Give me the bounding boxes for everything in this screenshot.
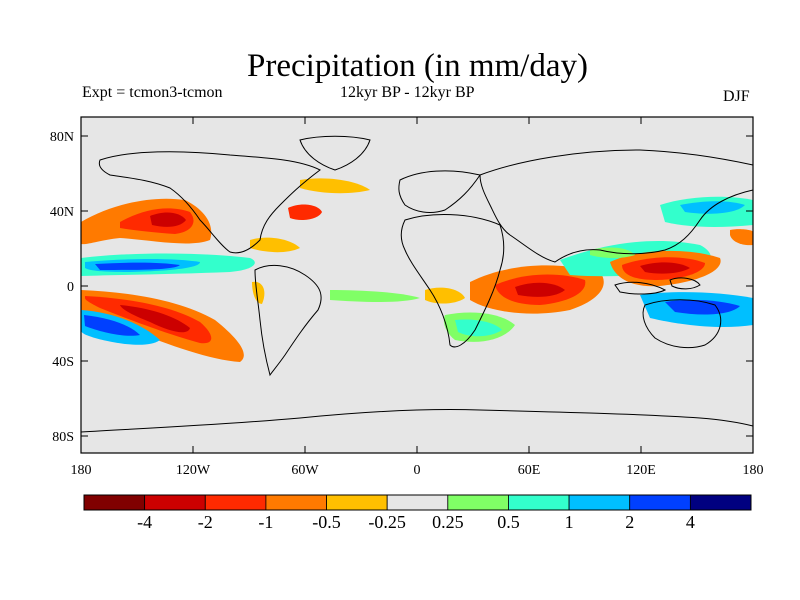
colorbar-label-1: -2 [197,512,213,532]
atlantic-green-band [330,290,420,302]
colorbar-label-0: -4 [137,512,153,532]
lat-tick-marks [81,135,753,437]
south-pacific-blue-core [84,315,140,336]
coast-australia [642,299,722,349]
lat-label-80n: 80N [50,130,74,145]
colorbar-box-0 [83,494,146,511]
coast-greenland [299,135,371,171]
experiment-label: Expt = tcmon3-tcmon [82,84,223,101]
west-pacific-red-center [640,262,690,274]
colorbar-box-6 [447,494,509,511]
pacific-itcz-center [95,262,180,270]
colorbar-box-8 [568,494,631,511]
coast-north-america [98,151,321,254]
lat-label-40s: 40S [52,355,74,370]
colorbar-frame [83,494,752,511]
lon-label-60w: 60W [291,463,319,478]
south-america-orange [252,281,265,304]
africa-orange [425,287,465,304]
colorbar-label-7: 1 [564,512,574,532]
lon-label-0: 0 [414,463,421,478]
period-label: 12kyr BP - 12kyr BP [340,84,475,101]
coastlines [80,135,754,433]
caribbean-orange [250,237,300,253]
colorbar-box-5 [386,494,449,511]
colorbar [83,494,752,511]
colorbar-label-6: 0.5 [497,512,520,532]
lat-label-40n: 40N [50,205,74,220]
lat-label-0: 0 [67,280,74,295]
north-pacific-anomaly-center [150,212,186,227]
colorbar-label-4: -0.25 [368,512,406,532]
lat-label-80s: 80S [52,430,74,445]
colorbar-label-5: 0.25 [432,512,464,532]
colorbar-label-9: 4 [685,512,695,532]
coast-south-america [254,264,322,377]
season-label: DJF [723,88,750,105]
anomaly-patches [81,178,753,362]
lon-label-60e: 60E [518,463,541,478]
coast-maritime-continent [614,277,701,295]
colorbar-box-3 [265,494,327,511]
lon-labels: 180 120W 60W 0 60E 120E 180 [71,463,764,478]
lat-labels: 80N 40N 0 40S 80S [50,130,74,445]
south-pacific-red-center [120,305,190,333]
coast-antarctica [80,408,754,433]
colorbar-box-4 [326,494,388,511]
colorbar-label-2: -1 [258,512,274,532]
coast-europe [398,170,481,213]
colorbar-box-10 [689,494,752,511]
colorbar-box-2 [204,494,267,511]
coast-asia [479,149,754,263]
lon-label-180-right: 180 [743,463,764,478]
colorbar-box-1 [144,494,206,511]
north-atlantic-red [288,204,322,220]
indian-ocean-red-center [515,282,565,297]
map-title: Precipitation (in mm/day) [247,48,588,84]
colorbar-box-9 [629,494,691,511]
colorbar-label-3: -0.5 [312,512,341,532]
colorbar-box-7 [508,494,570,511]
north-atlantic-orange [300,178,370,194]
far-west-pacific-orange [730,229,753,246]
lon-label-120w: 120W [176,463,211,478]
lon-label-180-left: 180 [71,463,92,478]
lon-label-120e: 120E [626,463,656,478]
southern-africa-teal [455,319,502,337]
south-west-pacific-blue-core [665,299,740,315]
colorbar-label-8: 2 [625,512,635,532]
lon-tick-marks [80,117,754,453]
